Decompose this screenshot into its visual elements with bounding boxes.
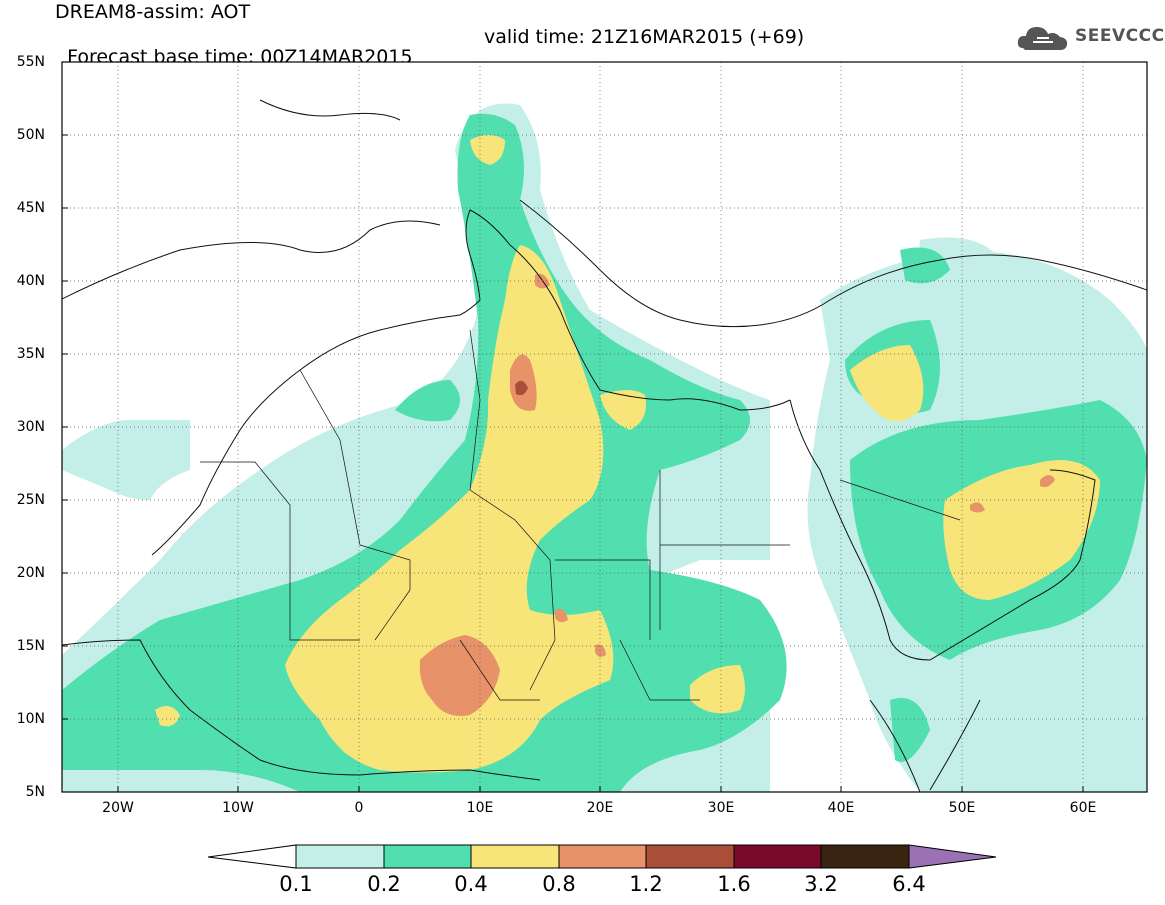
lat-label: 45N [16, 200, 45, 216]
lat-label: 15N [16, 638, 45, 654]
lon-label: 10W [222, 800, 254, 816]
colorbar-under-arrow [207, 844, 297, 869]
valid-time-label: valid time: 21Z16MAR2015 (+69) [484, 26, 805, 48]
axis-ticks [62, 61, 1084, 792]
coastlines [62, 99, 1147, 792]
logo-text: SEEVCCC [1075, 26, 1165, 46]
cloud-icon [1017, 27, 1068, 50]
colorbar-label: 6.4 [892, 872, 926, 896]
colorbar-label: 1.2 [629, 872, 663, 896]
gridlines [62, 62, 1147, 792]
colorbar-label: 0.1 [279, 872, 313, 896]
colorbar [207, 844, 997, 869]
lon-label: 50E [948, 800, 976, 816]
colorbar-over-arrow [908, 844, 997, 869]
lon-label: 0 [354, 800, 364, 816]
colorbar-label: 0.8 [542, 872, 576, 896]
lat-label: 30N [16, 419, 45, 435]
lat-label: 50N [16, 127, 45, 143]
colorbar-bin-6 [820, 844, 910, 869]
lat-label: 10N [16, 711, 45, 727]
colorbar-bin-0 [295, 844, 385, 869]
lon-label: 40E [827, 800, 855, 816]
aot-level-1.2 [515, 380, 528, 396]
lat-label: 40N [16, 273, 45, 289]
lon-label: 10E [466, 800, 494, 816]
seevccc-logo: SEEVCCC [1015, 18, 1164, 58]
colorbar-bin-1 [383, 844, 472, 869]
lon-label: 60E [1069, 800, 1097, 816]
colorbar-bin-4 [645, 844, 735, 869]
lon-label: 30E [707, 800, 735, 816]
colorbar-label: 0.2 [367, 872, 401, 896]
lat-label: 35N [16, 346, 45, 362]
map-title: DREAM8-assim: AOT [55, 1, 251, 23]
colorbar-label: 1.6 [717, 872, 751, 896]
colorbar-bin-2 [470, 844, 560, 869]
lat-label: 55N [16, 54, 45, 70]
country-borders [200, 329, 961, 701]
lat-label: 25N [16, 492, 45, 508]
colorbar-bin-3 [558, 844, 647, 869]
lon-label: 20W [102, 800, 134, 816]
lat-label: 5N [25, 784, 45, 800]
colorbar-label: 0.4 [454, 872, 488, 896]
lon-label: 20E [586, 800, 614, 816]
aot-field [62, 99, 1147, 792]
colorbar-bin-5 [733, 844, 822, 869]
colorbar-label: 3.2 [804, 872, 838, 896]
lat-label: 20N [16, 565, 45, 581]
